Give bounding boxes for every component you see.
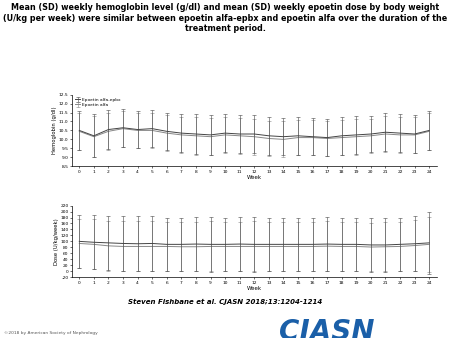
Text: Steven Fishbane et al. CJASN 2018;13:1204-1214: Steven Fishbane et al. CJASN 2018;13:120… [128, 299, 322, 305]
X-axis label: Week: Week [247, 286, 262, 291]
Text: CJASN: CJASN [279, 318, 374, 338]
Y-axis label: Dose (U/kg/week): Dose (U/kg/week) [54, 218, 59, 265]
Text: Mean (SD) weekly hemoglobin level (g/dl) and mean (SD) weekly epoetin dose by bo: Mean (SD) weekly hemoglobin level (g/dl)… [3, 3, 447, 33]
Y-axis label: Hemoglobin (g/dl): Hemoglobin (g/dl) [52, 106, 58, 154]
X-axis label: Week: Week [247, 175, 262, 180]
Text: ©2018 by American Society of Nephrology: ©2018 by American Society of Nephrology [4, 331, 98, 335]
Legend: Epoetin alfa-epbx, Epoetin alfa: Epoetin alfa-epbx, Epoetin alfa [74, 97, 122, 108]
